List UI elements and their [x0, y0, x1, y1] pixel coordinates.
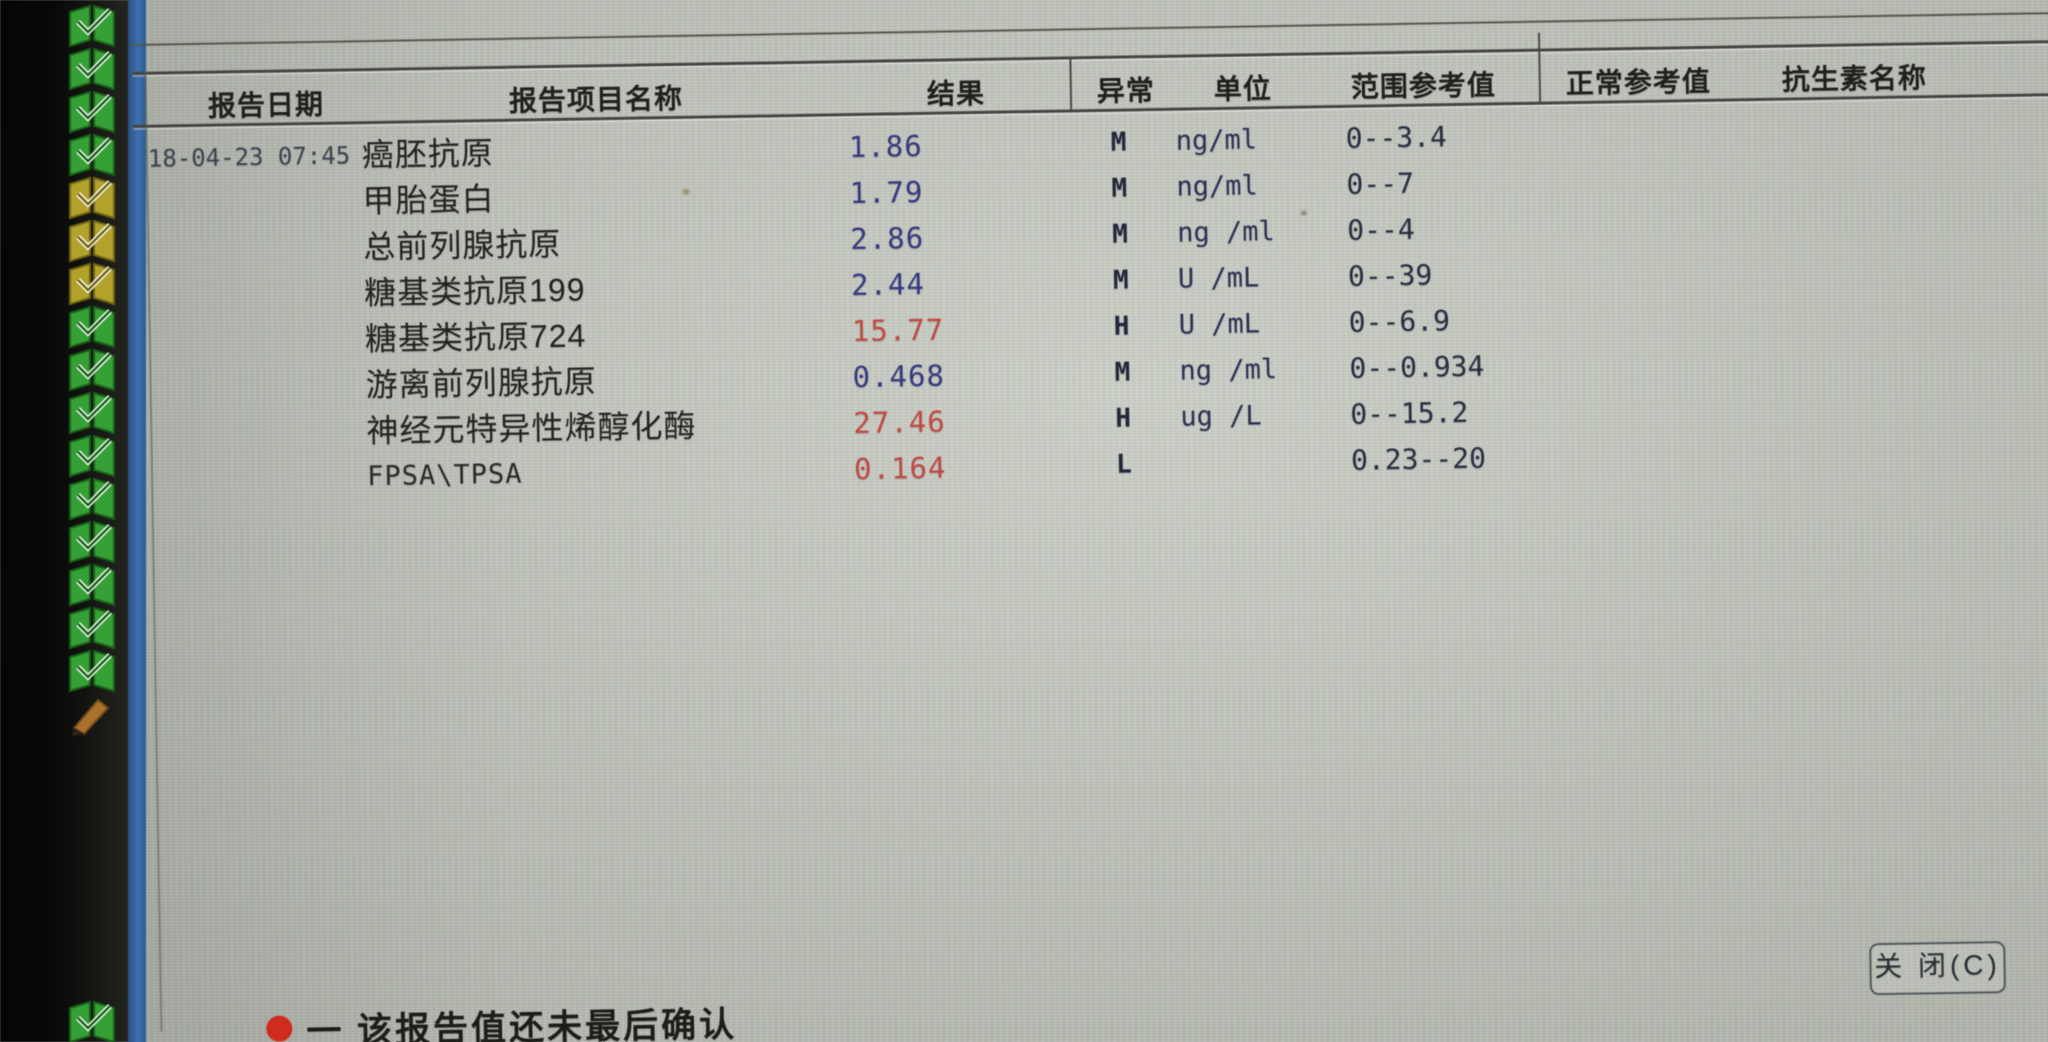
cell-item-name: 神经元特异性烯醇化酶 — [366, 407, 697, 450]
cell-unit: U /mL — [1178, 308, 1261, 341]
cell-result: 1.86 — [848, 128, 923, 165]
cell-abnormal-flag: M — [1111, 173, 1128, 204]
cell-range-ref: 0--15.2 — [1350, 395, 1469, 431]
report-book-icon[interactable] — [66, 649, 118, 693]
table-outer-top-rule — [131, 11, 2048, 46]
column-header-normal-ref[interactable]: 正常参考值 — [1565, 65, 1712, 100]
cell-result: 2.86 — [850, 220, 925, 257]
report-book-icon[interactable] — [66, 4, 118, 48]
report-book-icon[interactable] — [66, 563, 118, 607]
dust-speck — [1300, 210, 1307, 216]
cell-range-ref: 0--39 — [1347, 258, 1433, 293]
header-divider-abnormal — [1069, 56, 1073, 110]
report-book-icon[interactable] — [66, 133, 118, 177]
report-book-icon[interactable] — [66, 219, 118, 263]
column-header-item-name[interactable]: 报告项目名称 — [508, 82, 684, 117]
cell-item-name: 糖基类抗原724 — [364, 317, 587, 358]
header-divider-normal-ref — [1537, 32, 1542, 102]
window-blue-border — [128, 0, 146, 1042]
table-header-top-rule — [132, 39, 2048, 75]
cell-report-date: 18-04-23 07:45 — [147, 141, 351, 173]
report-book-icon[interactable] — [66, 520, 118, 564]
cell-range-ref: 0--3.4 — [1345, 120, 1448, 155]
close-button[interactable]: 关 闭(C) — [1869, 941, 2006, 996]
column-header-abnormal[interactable]: 异常 — [1096, 75, 1156, 107]
cell-result: 0.164 — [853, 450, 947, 487]
cell-item-name: 甲胎蛋白 — [362, 180, 495, 220]
unconfirmed-footnote-text: 一 该报告值还未最后确认 — [306, 1004, 738, 1042]
column-header-antibiotic[interactable]: 抗生素名称 — [1781, 62, 1928, 96]
cell-unit: ng/ml — [1175, 124, 1258, 157]
report-book-icon[interactable] — [66, 90, 118, 134]
cell-item-name: FPSA\TPSA — [366, 458, 523, 493]
cell-abnormal-flag: H — [1113, 311, 1130, 342]
report-book-icon[interactable] — [66, 1000, 118, 1042]
cell-unit: ng /ml — [1176, 216, 1276, 249]
cell-item-name: 游离前列腺抗原 — [365, 363, 597, 404]
cell-unit: ng/ml — [1176, 170, 1259, 203]
cell-range-ref: 0--6.9 — [1348, 304, 1451, 339]
cell-unit: ng /ml — [1179, 354, 1278, 387]
cell-abnormal-flag: M — [1114, 357, 1131, 388]
column-header-range-ref[interactable]: 范围参考值 — [1350, 69, 1497, 103]
unconfirmed-footnote: 一 该报告值还未最后确认 — [266, 994, 738, 1042]
cell-abnormal-flag: M — [1112, 265, 1129, 296]
report-book-icon[interactable] — [66, 606, 118, 650]
report-book-icon[interactable] — [66, 305, 118, 349]
cell-range-ref: 0.23--20 — [1350, 441, 1487, 477]
report-book-icon[interactable] — [66, 47, 118, 91]
cell-unit: U /mL — [1177, 262, 1260, 295]
cell-range-ref: 0--7 — [1346, 166, 1415, 201]
pencil-icon[interactable] — [66, 692, 118, 736]
cell-result: 2.44 — [850, 266, 926, 303]
cell-abnormal-flag: L — [1115, 449, 1132, 480]
cell-item-name: 癌胚抗原 — [361, 135, 495, 174]
column-header-result[interactable]: 结果 — [926, 77, 986, 110]
cell-result: 1.79 — [849, 174, 924, 211]
report-book-icon[interactable] — [66, 348, 118, 392]
unconfirmed-red-dot-icon — [266, 1015, 293, 1042]
cell-result: 27.46 — [853, 404, 946, 441]
cell-item-name: 糖基类抗原199 — [363, 271, 586, 312]
report-book-icon[interactable] — [66, 477, 118, 521]
column-header-unit[interactable]: 单位 — [1213, 73, 1273, 106]
cell-item-name: 总前列腺抗原 — [363, 225, 562, 266]
report-book-icon[interactable] — [66, 176, 118, 220]
cell-abnormal-flag: M — [1110, 127, 1127, 158]
cell-result: 15.77 — [851, 312, 945, 349]
report-book-icon[interactable] — [66, 391, 118, 435]
report-book-icon[interactable] — [66, 434, 118, 478]
cell-range-ref: 0--4 — [1346, 212, 1415, 247]
cell-unit: ug /L — [1180, 400, 1262, 433]
column-header-report-date[interactable]: 报告日期 — [207, 88, 325, 122]
cell-range-ref: 0--0.934 — [1349, 349, 1485, 385]
cell-abnormal-flag: H — [1115, 403, 1132, 434]
cell-result: 0.468 — [852, 358, 946, 395]
report-book-icon[interactable] — [66, 262, 118, 306]
cell-abnormal-flag: M — [1112, 219, 1129, 250]
